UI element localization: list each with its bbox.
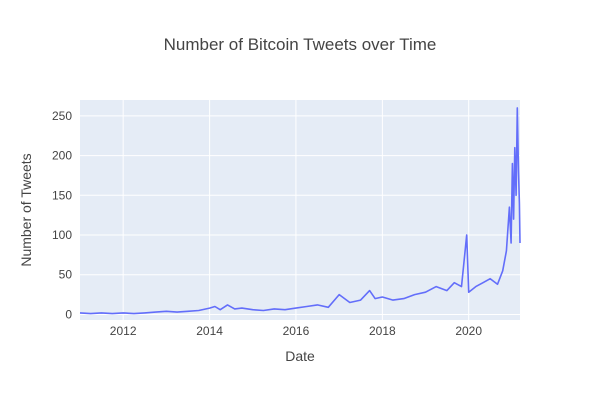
x-tick-label: 2016	[283, 324, 310, 338]
chart-title: Number of Bitcoin Tweets over Time	[164, 35, 437, 54]
y-tick-label: 0	[65, 307, 72, 321]
y-tick-label: 100	[52, 228, 72, 242]
x-tick-label: 2014	[196, 324, 223, 338]
y-tick-label: 200	[52, 149, 72, 163]
x-tick-label: 2018	[369, 324, 396, 338]
y-tick-label: 150	[52, 188, 72, 202]
series-layer	[79, 107, 521, 315]
grid-layer	[80, 100, 520, 320]
tick-layer: 0 50 100 150 200 250 2012 2014 2016 2018 2020	[52, 109, 482, 338]
y-tick-label: 250	[52, 109, 72, 123]
y-axis-title: Number of Tweets	[18, 153, 34, 266]
x-tick-label: 2012	[110, 324, 137, 338]
x-axis-title: Date	[285, 348, 315, 364]
plot-area	[80, 100, 520, 320]
tweets-line	[79, 107, 521, 315]
x-tick-label: 2020	[455, 324, 482, 338]
y-tick-label: 50	[59, 268, 73, 282]
